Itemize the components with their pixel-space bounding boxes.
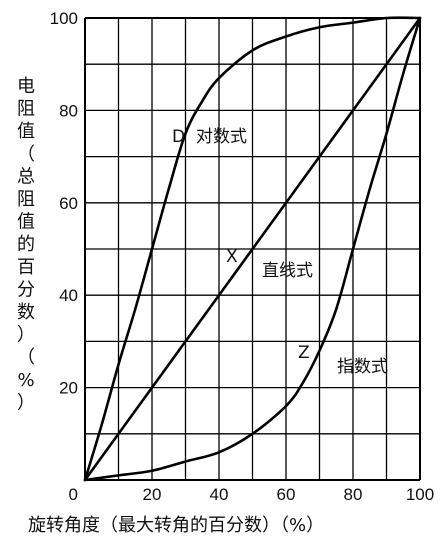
- y-axis-label-char: 数: [17, 302, 35, 323]
- y-axis-label-char: （: [17, 347, 35, 368]
- series-lines: [83, 16, 422, 482]
- y-axis-label-char: （: [17, 144, 35, 165]
- series-label-linear: 直线式: [262, 261, 313, 281]
- series-label-linear-letter: X: [226, 247, 238, 267]
- y-tick-label: 80: [59, 101, 78, 120]
- y-axis-label-char: 的: [17, 234, 35, 255]
- series-label-logarithmic: 对数式: [196, 127, 247, 147]
- tick-labels: 20 40 60 80 100 0 20 40 60 80 100: [50, 9, 435, 504]
- y-axis-label-char: ）: [17, 392, 35, 413]
- y-tick-label: 60: [59, 194, 78, 213]
- y-axis-label-char: 阻: [17, 99, 35, 120]
- series-line-linear: [83, 16, 422, 482]
- y-tick-label: 40: [59, 286, 78, 305]
- y-axis-label-char: %: [17, 370, 34, 391]
- series-line-logarithmic: [83, 16, 422, 482]
- x-axis-label: 旋转角度（最大转角的百分数）（%）: [28, 515, 324, 536]
- y-tick-label: 0: [69, 485, 78, 504]
- series-label-exponential: 指数式: [337, 357, 388, 377]
- y-axis-label-char: ）: [17, 325, 35, 346]
- x-tick-label: 40: [210, 485, 229, 504]
- y-tick-label: 20: [59, 379, 78, 398]
- series-label-exponential-letter: Z: [298, 343, 310, 363]
- y-axis-label-char: 值: [17, 212, 35, 233]
- x-tick-label: 100: [406, 485, 434, 504]
- x-tick-label: 60: [277, 485, 296, 504]
- y-tick-label: 100: [50, 9, 78, 28]
- y-axis-label-char: 总: [17, 166, 35, 187]
- y-axis-label-char: 百: [17, 257, 35, 278]
- series-label-logarithmic-letter: D: [172, 127, 185, 147]
- y-axis-label-char: 值: [17, 121, 35, 142]
- y-axis-label-char: 电: [17, 76, 35, 97]
- x-tick-label: 80: [344, 485, 363, 504]
- y-axis-label-char: 阻: [17, 189, 35, 210]
- x-tick-label: 20: [143, 485, 162, 504]
- y-axis-label-char: 分: [17, 279, 35, 300]
- series-line-exponential: [83, 16, 422, 482]
